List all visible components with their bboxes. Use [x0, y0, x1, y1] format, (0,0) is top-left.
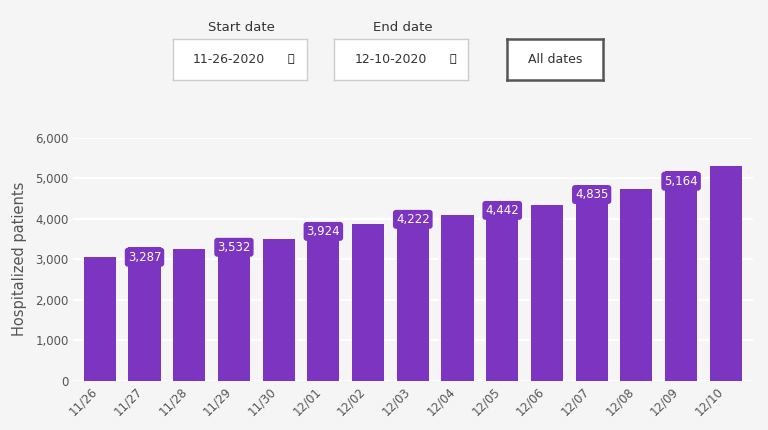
Bar — [442, 215, 474, 381]
Text: 📅: 📅 — [288, 54, 294, 64]
Text: 11-26-2020: 11-26-2020 — [193, 52, 266, 66]
Bar — [218, 237, 250, 381]
Text: All dates: All dates — [528, 52, 582, 66]
Text: 3,924: 3,924 — [306, 225, 340, 238]
Bar — [173, 249, 205, 381]
Bar — [263, 239, 295, 381]
Bar — [575, 185, 607, 381]
Text: 4,835: 4,835 — [575, 188, 608, 201]
Text: Start date: Start date — [208, 22, 276, 34]
Bar — [531, 205, 563, 381]
Text: 12-10-2020: 12-10-2020 — [354, 52, 427, 66]
Text: 📅: 📅 — [449, 54, 455, 64]
Text: 3,287: 3,287 — [127, 251, 161, 264]
Text: 5,164: 5,164 — [664, 175, 698, 187]
Bar — [397, 209, 429, 381]
Bar — [621, 189, 653, 381]
Text: 4,442: 4,442 — [485, 204, 519, 217]
Bar — [665, 172, 697, 381]
Text: End date: End date — [373, 22, 433, 34]
Text: 3,532: 3,532 — [217, 241, 250, 254]
Bar — [486, 201, 518, 381]
Bar — [710, 166, 742, 381]
Bar — [352, 224, 384, 381]
Text: 4,222: 4,222 — [396, 213, 429, 226]
Y-axis label: Hospitalized patients: Hospitalized patients — [12, 182, 27, 336]
Bar — [84, 257, 116, 381]
Bar — [307, 221, 339, 381]
Bar — [128, 247, 161, 381]
